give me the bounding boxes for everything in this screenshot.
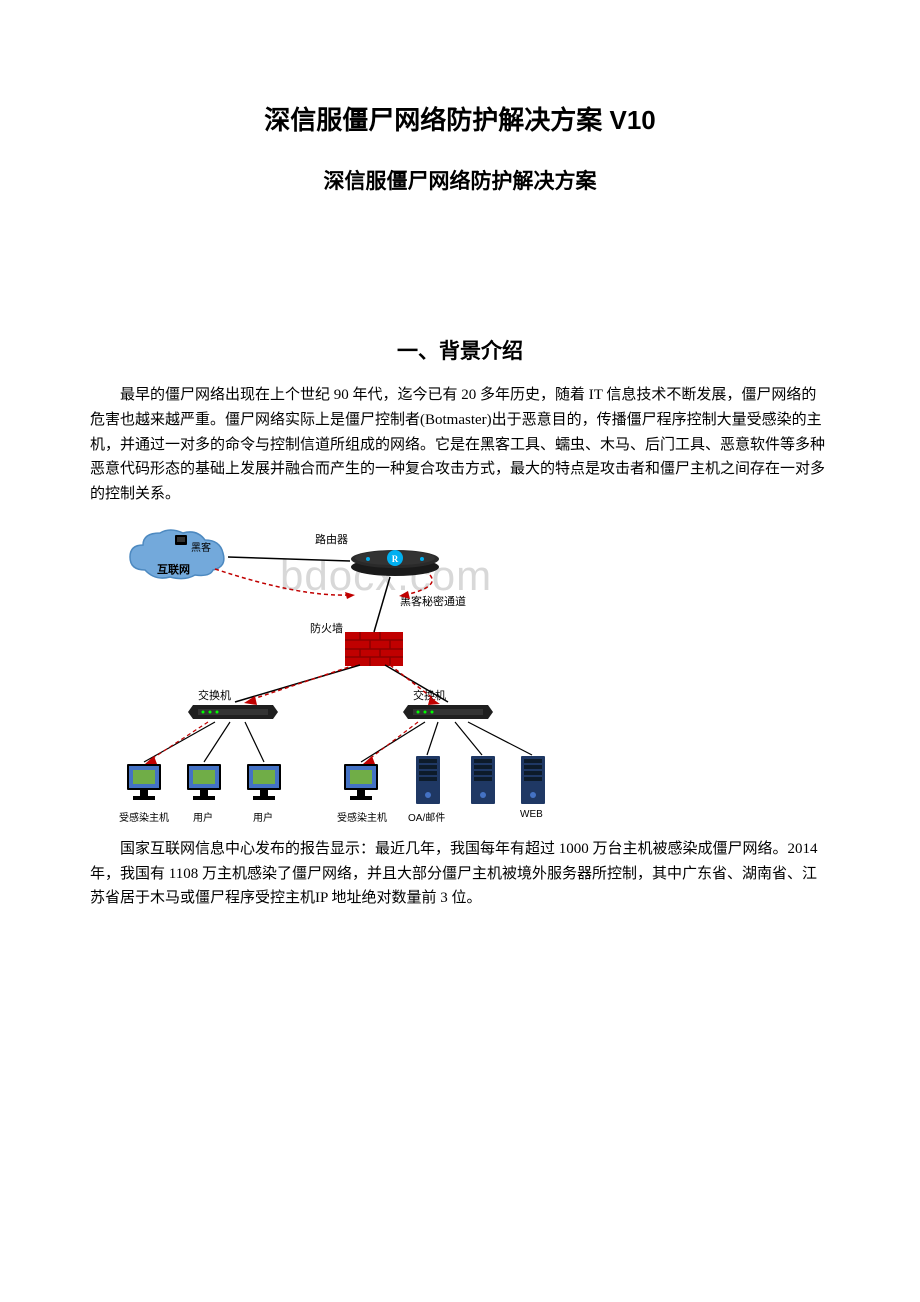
diagram-connections (120, 517, 560, 827)
document-title: 深信服僵尸网络防护解决方案 V10 (90, 100, 830, 137)
paragraph-1: 最早的僵尸网络出现在上个世纪 90 年代，迄今已有 20 多年历史，随着 IT … (90, 383, 830, 507)
section-heading: 一、背景介绍 (90, 335, 830, 365)
paragraph-2: 国家互联网信息中心发布的报告显示：最近几年，我国每年有超过 1000 万台主机被… (90, 837, 830, 911)
network-diagram: bdocx.com (120, 517, 560, 827)
document-subtitle: 深信服僵尸网络防护解决方案 (90, 165, 830, 195)
